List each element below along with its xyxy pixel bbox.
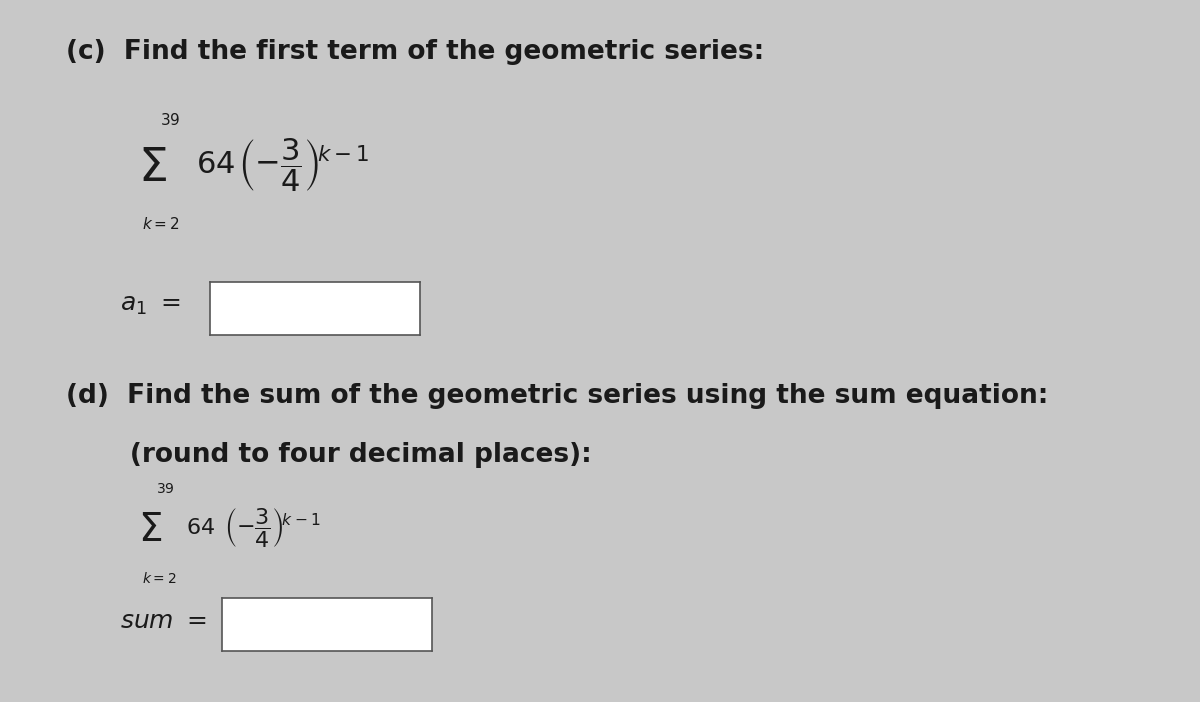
Text: $sum\ =$: $sum\ =$ xyxy=(120,609,206,633)
Text: $64$: $64$ xyxy=(186,518,215,538)
Text: $a_1\ =$: $a_1\ =$ xyxy=(120,293,180,317)
Text: $k{=}2$: $k{=}2$ xyxy=(142,216,179,232)
Text: $\Sigma$: $\Sigma$ xyxy=(138,511,162,549)
Text: $39$: $39$ xyxy=(156,482,175,496)
Text: (c)  Find the first term of the geometric series:: (c) Find the first term of the geometric… xyxy=(66,39,764,65)
Text: (round to four decimal places):: (round to four decimal places): xyxy=(66,442,592,468)
Text: $\left(-\dfrac{3}{4}\right)^{\!k-1}$: $\left(-\dfrac{3}{4}\right)^{\!k-1}$ xyxy=(224,506,320,550)
Text: $k{=}2$: $k{=}2$ xyxy=(142,571,176,585)
Text: $\left(-\dfrac{3}{4}\right)^{\!k-1}$: $\left(-\dfrac{3}{4}\right)^{\!k-1}$ xyxy=(238,136,370,194)
Text: (d)  Find the sum of the geometric series using the sum equation:: (d) Find the sum of the geometric series… xyxy=(66,383,1049,409)
Text: $64$: $64$ xyxy=(196,150,235,180)
Text: $\Sigma$: $\Sigma$ xyxy=(138,146,167,191)
Text: $39$: $39$ xyxy=(160,112,180,128)
